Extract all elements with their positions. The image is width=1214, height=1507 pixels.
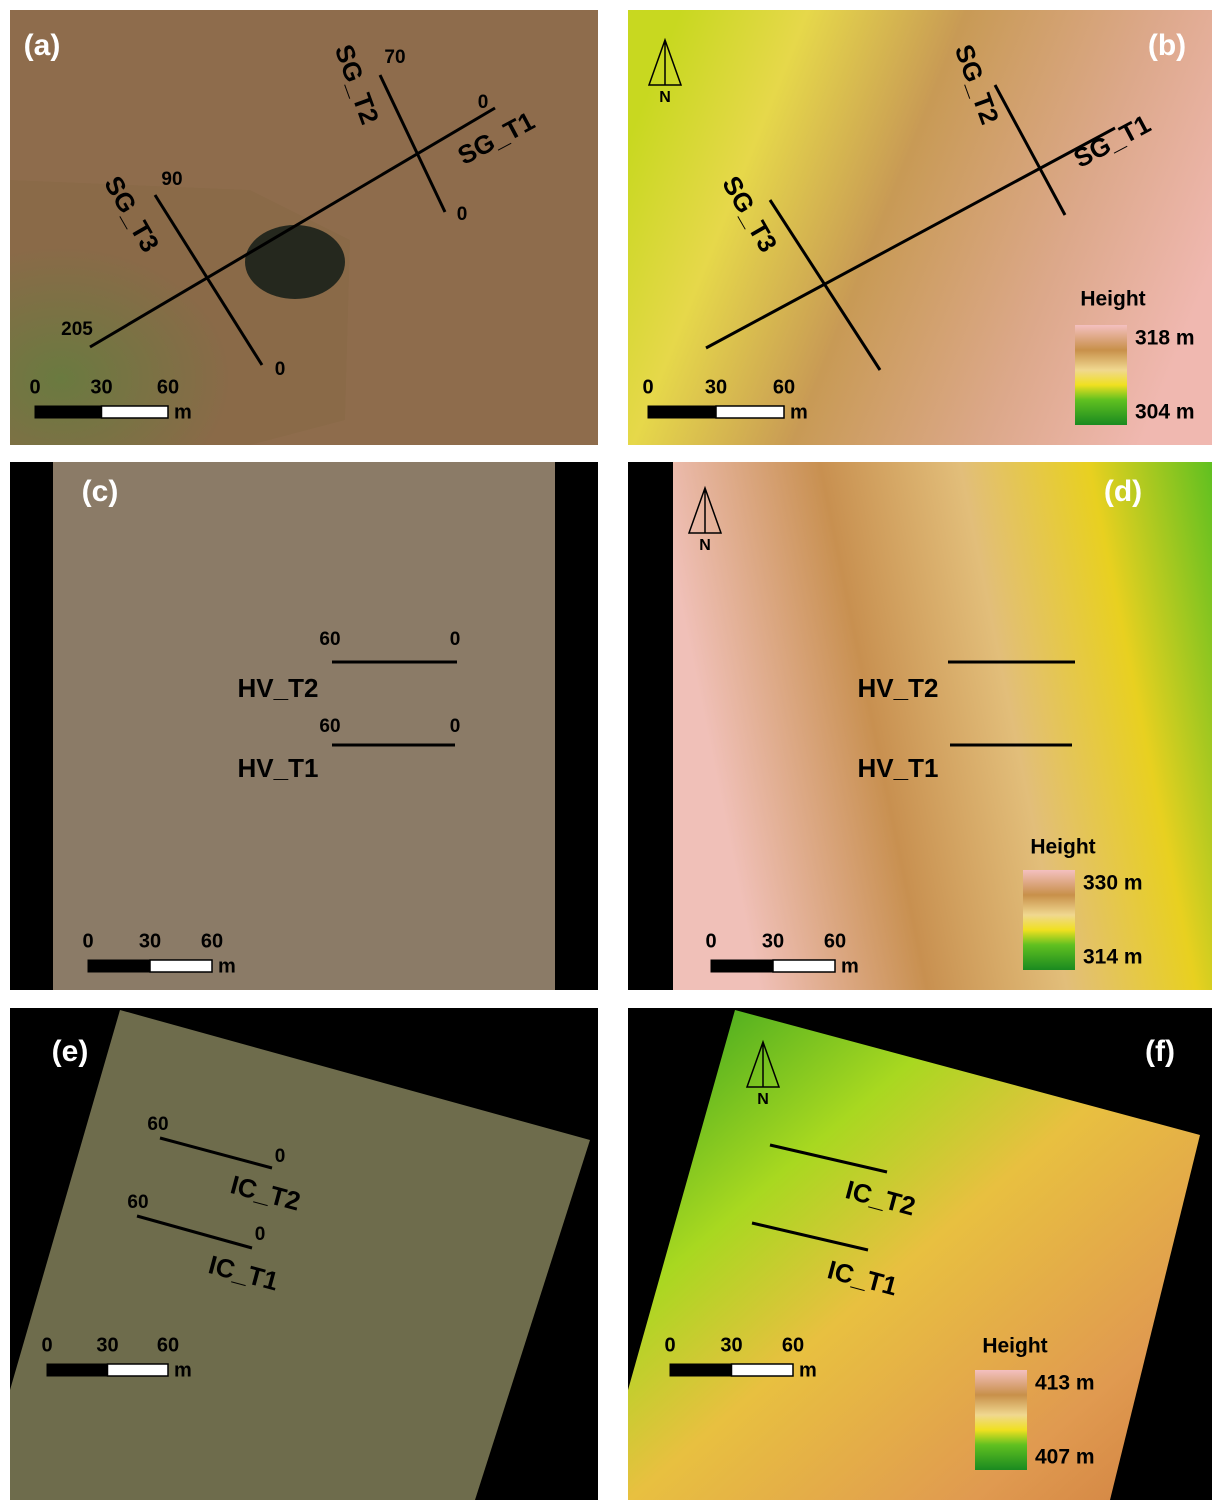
distance-label: 60 [147, 1114, 168, 1135]
scale-label: 60 [201, 930, 223, 952]
scale-bar-segment [108, 1364, 169, 1376]
scale-label: 30 [705, 376, 727, 398]
scale-label: 0 [705, 930, 716, 952]
scale-label: 30 [96, 1334, 118, 1356]
scale-bar-segment [35, 406, 102, 418]
scale-unit: m [174, 1359, 192, 1381]
distance-label: 0 [450, 629, 461, 650]
scale-bar-segment [150, 960, 212, 972]
scale-label: 0 [664, 1334, 675, 1356]
distance-label: 70 [384, 47, 405, 68]
north-label: N [699, 537, 711, 554]
legend-ramp [1023, 870, 1075, 970]
scale-unit: m [790, 401, 808, 423]
distance-label: 60 [319, 716, 340, 737]
legend-title: Height [982, 1335, 1047, 1358]
legend-ramp [1075, 325, 1127, 425]
distance-label: 0 [478, 92, 489, 113]
distance-label: 60 [127, 1192, 148, 1213]
scale-unit: m [799, 1359, 817, 1381]
transect-name: HV_T2 [238, 673, 319, 703]
distance-label: 0 [275, 359, 286, 380]
north-label: N [659, 89, 671, 106]
legend-max: 413 m [1035, 1372, 1095, 1395]
scale-bar-segment [88, 960, 150, 972]
distance-label: 0 [457, 204, 468, 225]
panel-label: (c) [82, 475, 119, 508]
scale-unit: m [174, 401, 192, 423]
scale-label: 0 [41, 1334, 52, 1356]
scale-label: 30 [720, 1334, 742, 1356]
legend-max: 330 m [1083, 872, 1143, 895]
scale-label: 0 [29, 376, 40, 398]
scale-label: 0 [642, 376, 653, 398]
scale-label: 30 [762, 930, 784, 952]
distance-label: 0 [450, 716, 461, 737]
scale-bar-segment [670, 1364, 732, 1376]
scale-label: 60 [773, 376, 795, 398]
distance-label: 0 [275, 1146, 286, 1167]
distance-label: 90 [161, 169, 182, 190]
legend-max: 318 m [1135, 327, 1195, 350]
scale-unit: m [841, 955, 859, 977]
distance-label: 0 [255, 1224, 266, 1245]
scale-label: 30 [90, 376, 112, 398]
scale-bar-segment [711, 960, 773, 972]
transect-name: HV_T2 [858, 673, 939, 703]
scale-unit: m [218, 955, 236, 977]
pond [245, 225, 345, 299]
transect-name: HV_T1 [238, 753, 319, 783]
scale-label: 30 [139, 930, 161, 952]
legend-min: 304 m [1135, 401, 1195, 424]
legend-min: 314 m [1083, 946, 1143, 969]
distance-label: 60 [319, 629, 340, 650]
legend-ramp [975, 1370, 1027, 1470]
legend-min: 407 m [1035, 1446, 1095, 1469]
panel-label: (f) [1145, 1035, 1175, 1068]
scale-bar-segment [732, 1364, 794, 1376]
legend-title: Height [1080, 288, 1145, 311]
scale-bar-segment [773, 960, 835, 972]
image-c [53, 462, 555, 990]
scale-label: 60 [157, 376, 179, 398]
panel-label: (a) [24, 29, 61, 62]
image-d [673, 462, 1212, 990]
figure: (a)SG_T12050SG_T2700SG_T390003060m(b)SG_… [0, 0, 1214, 1502]
scale-bar-segment [648, 406, 716, 418]
scale-label: 60 [157, 1334, 179, 1356]
scale-label: 0 [82, 930, 93, 952]
north-label: N [757, 1091, 769, 1108]
scale-bar-segment [716, 406, 784, 418]
scale-label: 60 [782, 1334, 804, 1356]
panel-label: (d) [1104, 475, 1142, 508]
scale-bar-segment [47, 1364, 108, 1376]
panel-label: (b) [1148, 29, 1186, 62]
scale-label: 60 [824, 930, 846, 952]
distance-label: 205 [61, 319, 93, 340]
scale-bar-segment [102, 406, 169, 418]
panel-label: (e) [52, 1035, 89, 1068]
legend-title: Height [1030, 836, 1095, 859]
transect-name: HV_T1 [858, 753, 939, 783]
